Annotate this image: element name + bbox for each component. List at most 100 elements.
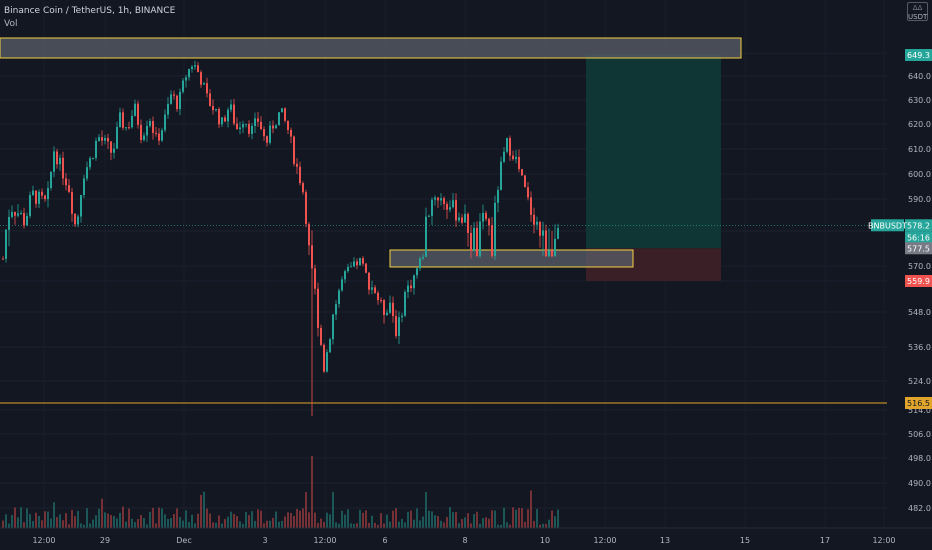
long-position-profit-zone[interactable] — [586, 55, 721, 249]
volume-indicator-label[interactable]: Vol — [4, 19, 18, 29]
volume-bar — [422, 516, 424, 528]
candle-body — [269, 125, 271, 143]
candle-body — [509, 138, 511, 156]
candle-body — [128, 127, 130, 129]
symbol-tag-bg — [871, 219, 904, 232]
take-profit-tag: 649.3 — [905, 49, 932, 61]
candle-body — [494, 202, 496, 257]
candle-body — [536, 221, 538, 225]
candle-body — [239, 127, 241, 130]
entry-zone-rectangle[interactable] — [389, 249, 634, 268]
volume-bar — [392, 510, 394, 528]
price-axis[interactable] — [887, 0, 932, 528]
candle-body — [137, 103, 139, 125]
candle-body — [518, 156, 520, 170]
price-tick-label: 640.0 — [908, 72, 931, 81]
volume-bar — [215, 522, 217, 528]
currency-unit-badge[interactable]: ΔΔ USDT — [907, 2, 928, 21]
volume-bar — [308, 512, 310, 528]
volume-bar — [161, 508, 163, 528]
price-tick-label: 570.0 — [908, 262, 931, 271]
volume-bar — [17, 517, 19, 528]
candle-body — [209, 93, 211, 107]
entry-price-tag: 577.5 — [905, 242, 932, 255]
candle-body — [305, 192, 307, 225]
candle-body — [2, 258, 4, 260]
volume-bar — [32, 520, 34, 528]
candle-body — [386, 312, 388, 315]
time-tick-label: 6 — [382, 536, 387, 545]
candle-body — [194, 65, 196, 67]
candle-body — [125, 127, 127, 129]
volume-bar — [251, 511, 253, 528]
volume-bar — [74, 516, 76, 528]
price-tick-label: 590.0 — [908, 195, 931, 204]
candle-body — [425, 216, 427, 257]
candle-body — [335, 304, 337, 315]
price-axis-tags: 649.3 578.2 56:16 577.5 559.9 516.5 BNBUSDT — [868, 49, 932, 409]
volume-bar — [314, 512, 316, 528]
volume-bar — [206, 508, 208, 528]
stop-loss-tag: 559.9 — [905, 275, 932, 287]
volume-bar — [266, 520, 268, 528]
candle-body — [44, 195, 46, 200]
volume-bar — [257, 509, 259, 528]
candle-body — [326, 352, 328, 372]
candle-countdown-tag: 56:16 — [905, 231, 932, 244]
volume-bar — [524, 521, 526, 528]
candle-body — [146, 125, 148, 136]
candle-body — [224, 117, 226, 122]
candle-body — [197, 65, 199, 73]
volume-bar — [305, 492, 307, 528]
time-tick-label: 13 — [660, 536, 670, 545]
candle-body — [56, 151, 58, 165]
chart-legend: Binance Coin / TetherUS, 1h, BINANCE Vol — [4, 5, 175, 31]
volume-bar — [551, 510, 553, 528]
candle-body — [188, 69, 190, 78]
candle-body — [71, 191, 73, 214]
candle-body — [455, 200, 457, 221]
candle-body — [356, 261, 358, 266]
time-axis[interactable] — [0, 528, 932, 550]
candle-body — [383, 300, 385, 315]
volume-bar — [101, 498, 103, 528]
candle-body — [554, 238, 556, 257]
symbol-title[interactable]: Binance Coin / TetherUS, 1h, BINANCE — [4, 6, 176, 16]
symbol-tag: BNBUSDT — [868, 219, 907, 232]
currency-badge-label: USDT — [908, 13, 928, 21]
candle-body — [293, 136, 295, 164]
price-tick-label: 514.0 — [908, 406, 931, 415]
volume-bar — [368, 522, 370, 528]
volume-bar — [227, 516, 229, 528]
candle-body — [263, 128, 265, 137]
resistance-zone-rectangle[interactable] — [0, 37, 742, 59]
volume-bar — [80, 523, 82, 528]
volume-bar — [239, 521, 241, 528]
price-tick-label: 600.0 — [908, 170, 931, 179]
volume-bar — [182, 520, 184, 528]
candle-body — [470, 232, 472, 251]
volume-bar — [512, 507, 514, 528]
candle-body — [491, 225, 493, 257]
candle-body — [161, 130, 163, 141]
volume-bar — [506, 522, 508, 528]
volume-bar — [152, 507, 154, 528]
candle-body — [11, 211, 13, 217]
candle-body — [119, 112, 121, 127]
candle-body — [47, 188, 49, 200]
volume-bar — [134, 522, 136, 528]
volume-bar — [377, 524, 379, 528]
candle-body — [86, 167, 88, 179]
volume-bar — [296, 508, 298, 528]
candle-body — [377, 292, 379, 301]
volume-bar — [224, 519, 226, 528]
candle-body — [242, 124, 244, 128]
candle-body — [116, 126, 118, 149]
volume-bar — [476, 511, 478, 528]
candle-body — [233, 104, 235, 124]
candle-body — [134, 103, 136, 116]
candle-body — [23, 212, 25, 226]
candle-body — [545, 230, 547, 257]
volume-bar — [50, 518, 52, 528]
